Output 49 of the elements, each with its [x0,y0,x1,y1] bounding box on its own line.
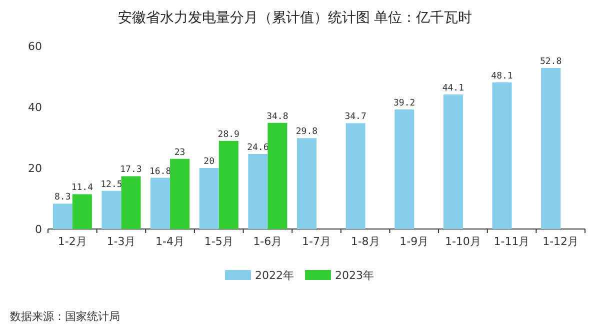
x-tick-label: 1-11月 [494,235,530,248]
bar [296,138,316,229]
x-tick-label: 1-6月 [253,235,282,248]
source-note: 数据来源：国家统计局 [10,310,120,323]
data-label: 11.4 [71,183,94,194]
y-tick-label: 20 [28,162,42,175]
y-tick-label: 60 [28,40,42,53]
bar [218,140,238,229]
chart-title: 安徽省水力发电量分月（累计值）统计图 单位：亿千瓦时 [118,10,472,26]
bar [199,168,219,229]
data-label: 34.8 [266,112,288,122]
x-tick-label: 1-12月 [542,235,579,248]
x-tick-label: 1-2月 [58,235,87,248]
x-tick-label: 1-8月 [350,235,380,248]
data-label: 28.9 [218,130,240,140]
bar [268,122,288,229]
bar [121,176,141,229]
bar [52,204,72,229]
bar [443,94,463,229]
y-tick-label: 0 [35,223,42,236]
data-label: 39.2 [394,98,416,108]
data-label: 20 [204,157,215,167]
data-label: 44.1 [442,83,464,94]
bar [170,158,190,229]
data-label: 34.7 [344,112,366,122]
x-tick-label: 1-4月 [156,235,185,248]
x-tick-label: 1-7月 [302,235,331,248]
data-label: 52.8 [540,56,562,67]
y-tick-label: 40 [28,101,42,114]
data-label: 29.8 [296,127,318,138]
data-label: 8.3 [54,192,71,203]
bar [72,194,92,229]
bar [102,190,122,229]
bar [394,109,414,229]
data-label: 23 [174,148,186,158]
bar [346,123,366,229]
bar [492,82,512,229]
x-tick-label: 1-9月 [400,235,429,248]
x-tick-label: 1-5月 [204,235,234,248]
data-label: 48.1 [491,71,513,82]
x-tick-label: 1-3月 [106,235,136,248]
x-tick-label: 1-10月 [444,235,481,248]
legend-label: 2023年 [335,269,374,282]
data-label: 12.5 [100,180,122,190]
bar [150,178,170,229]
data-label: 17.3 [120,165,142,176]
legend-label: 2022年 [255,269,294,282]
bar [248,154,268,229]
bar [541,68,561,229]
